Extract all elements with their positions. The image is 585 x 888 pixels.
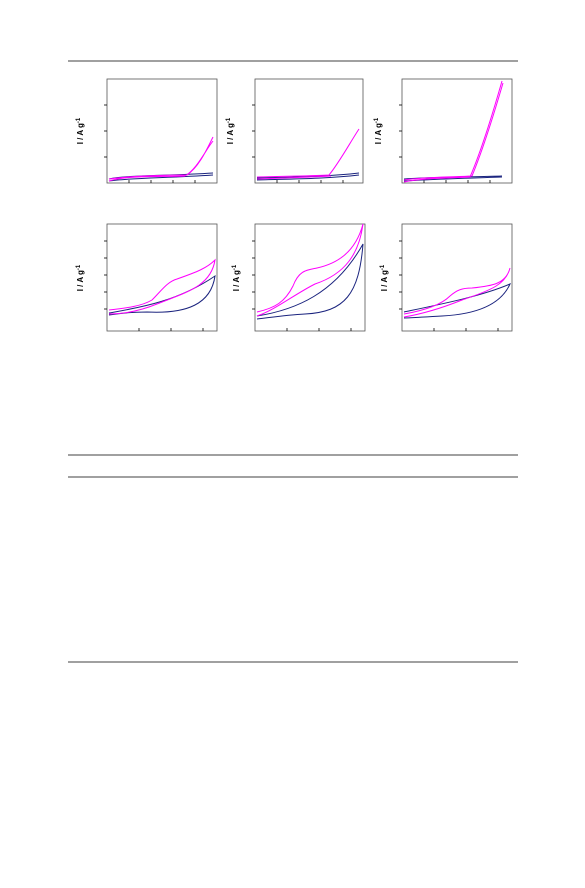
plot xyxy=(399,223,513,332)
y-axis-label: I / A g-1 xyxy=(232,264,241,291)
y-axis-label: I / A g-1 xyxy=(76,264,85,291)
y-axis-label: I / A g-1 xyxy=(76,117,85,144)
y-axis-label: I / A g-1 xyxy=(374,117,383,144)
plot xyxy=(399,78,513,184)
plot xyxy=(252,223,366,332)
plot xyxy=(104,78,218,184)
plot xyxy=(252,78,364,184)
y-axis-label: I / A g-1 xyxy=(380,264,389,291)
y-axis-label: I / A g-1 xyxy=(226,117,235,144)
plot xyxy=(104,223,218,332)
